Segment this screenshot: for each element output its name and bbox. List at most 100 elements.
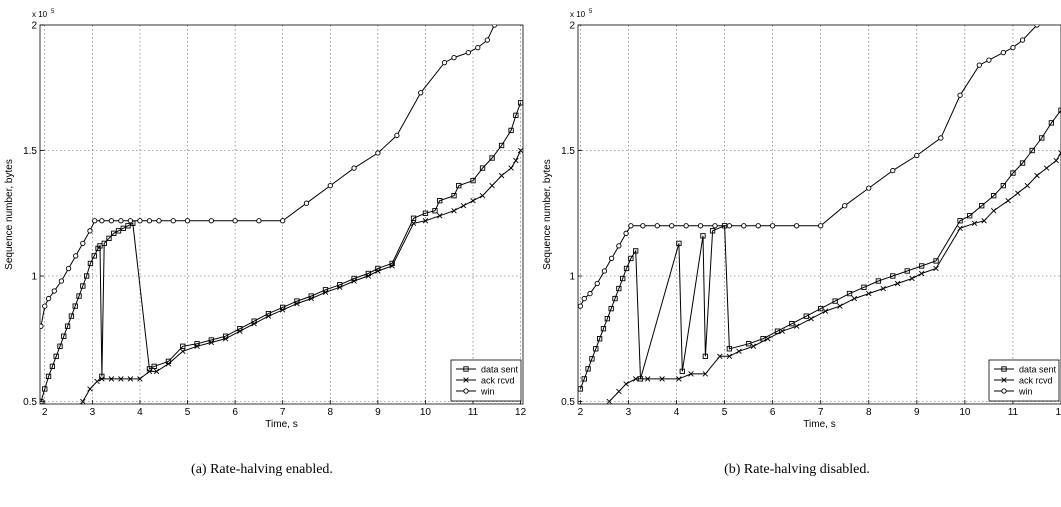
point-win xyxy=(92,218,98,224)
series-data-sent xyxy=(578,107,1061,392)
point-data-sent xyxy=(1039,135,1045,141)
point-win xyxy=(616,243,622,249)
point-data-sent xyxy=(437,198,443,204)
point-data-sent xyxy=(616,285,622,292)
point-data-sent xyxy=(726,346,733,352)
point-ack-rcvd xyxy=(489,182,495,189)
point-ack-rcvd xyxy=(279,307,286,313)
point-data-sent xyxy=(64,323,71,329)
series-line-win xyxy=(40,25,495,327)
point-data-sent xyxy=(979,203,985,209)
point-ack-rcvd xyxy=(118,376,124,382)
point-ack-rcvd xyxy=(1058,150,1061,156)
point-win xyxy=(818,223,824,229)
point-win xyxy=(351,165,357,171)
x-tick-label: 10 xyxy=(959,407,971,418)
point-ack-rcvd xyxy=(87,386,93,392)
point-data-sent xyxy=(180,343,186,349)
point-ack-rcvd xyxy=(498,172,505,179)
legend-label-win: win xyxy=(1018,387,1033,397)
point-ack-rcvd xyxy=(351,278,357,284)
point-data-sent xyxy=(604,316,610,322)
point-data-sent xyxy=(101,240,107,247)
point-ack-rcvd xyxy=(127,376,134,382)
x-tick-label: 3 xyxy=(90,407,96,418)
point-data-sent xyxy=(470,177,476,184)
y-exponent-power: 5 xyxy=(51,9,55,15)
x-tick-label: 10 xyxy=(420,407,432,418)
point-win xyxy=(42,303,48,309)
x-tick-label: 9 xyxy=(375,407,381,418)
point-win xyxy=(683,223,689,229)
point-win xyxy=(697,223,704,229)
point-data-sent xyxy=(508,127,514,134)
point-ack-rcvd xyxy=(971,220,978,227)
y-tick-label: 0.5 xyxy=(561,397,575,408)
y-tick-label: 2 xyxy=(569,21,575,32)
point-win xyxy=(628,223,634,229)
point-win xyxy=(578,303,584,309)
point-ack-rcvd xyxy=(365,273,372,279)
point-data-sent xyxy=(991,193,997,199)
point-ack-rcvd xyxy=(322,289,329,296)
point-win xyxy=(99,218,105,224)
point-win xyxy=(256,218,262,224)
point-ack-rcvd xyxy=(460,202,467,209)
point-win xyxy=(726,223,733,229)
point-data-sent xyxy=(702,353,709,359)
plot-area xyxy=(40,25,523,429)
point-ack-rcvd xyxy=(909,275,915,282)
point-ack-rcvd xyxy=(180,348,186,355)
point-win xyxy=(394,132,400,139)
y-axis-label: Sequence number, bytes xyxy=(542,159,553,270)
point-win xyxy=(866,185,872,191)
point-data-sent xyxy=(608,305,614,312)
point-ack-rcvd xyxy=(606,398,612,404)
point-data-sent xyxy=(578,386,584,392)
point-data-sent xyxy=(479,165,486,171)
caption-b: (b) Rate-halving disabled. xyxy=(724,462,870,477)
point-data-sent xyxy=(517,100,523,106)
point-win xyxy=(40,323,44,329)
point-data-sent xyxy=(623,265,630,272)
x-axis-label: Time, s xyxy=(803,419,835,430)
point-ack-rcvd xyxy=(851,295,858,302)
point-data-sent xyxy=(1058,107,1061,113)
y-tick-label: 0.5 xyxy=(23,397,37,408)
series-data-sent xyxy=(40,100,523,404)
point-data-sent xyxy=(789,321,795,327)
point-ack-rcvd xyxy=(644,376,651,382)
point-data-sent xyxy=(612,295,618,302)
point-ack-rcvd xyxy=(137,376,143,382)
series-ack-rcvd xyxy=(59,147,523,429)
point-ack-rcvd xyxy=(389,263,395,269)
point-ack-rcvd xyxy=(153,368,160,375)
point-win xyxy=(741,223,747,229)
point-win xyxy=(938,135,944,141)
point-ack-rcvd xyxy=(59,424,64,429)
point-data-sent xyxy=(498,142,505,149)
x-tick-label: 2 xyxy=(42,407,48,418)
point-win xyxy=(491,25,498,28)
y-exponent-power: 5 xyxy=(589,9,593,15)
x-tick-label: 2 xyxy=(578,407,584,418)
point-data-sent xyxy=(832,298,838,304)
point-data-sent xyxy=(57,343,63,349)
point-win xyxy=(451,54,457,61)
point-win xyxy=(65,265,72,272)
point-win xyxy=(375,150,381,156)
x-tick-label: 7 xyxy=(818,407,824,418)
point-ack-rcvd xyxy=(80,398,86,404)
point-win xyxy=(976,62,982,68)
point-ack-rcvd xyxy=(933,265,939,272)
y-exponent-label: x 10 xyxy=(570,10,586,19)
point-data-sent xyxy=(600,326,607,332)
point-data-sent xyxy=(628,255,634,262)
point-ack-rcvd xyxy=(1005,197,1011,204)
point-ack-rcvd xyxy=(1024,182,1031,189)
legend-marker-ack-rcvd xyxy=(463,377,469,383)
point-data-sent xyxy=(596,336,603,342)
